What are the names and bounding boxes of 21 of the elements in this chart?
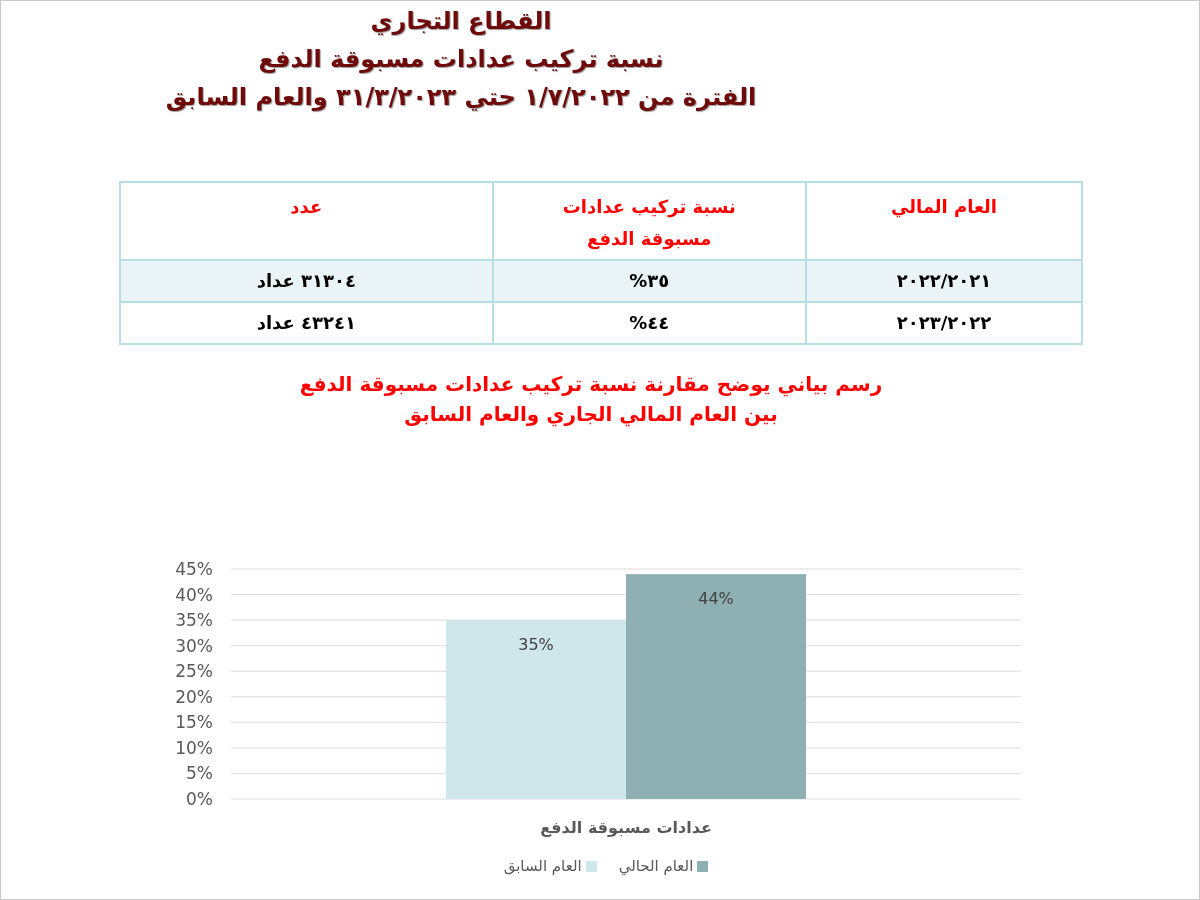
y-tick-label: 0% [186, 789, 213, 809]
y-tick-label: 40% [175, 584, 213, 605]
y-tick-label: 5% [186, 763, 213, 784]
legend-label: العام الحالي [618, 857, 694, 875]
y-tick-label: 35% [175, 610, 213, 631]
text: نسبة تركيب عدادات مسبوقة الدفع [257, 45, 665, 73]
x-tick-label: عدادات مسبوقة الدفع [540, 818, 712, 837]
data-label: 35% [518, 635, 554, 655]
y-tick-label: 10% [175, 737, 213, 758]
table: العام المالي نسبة تركيب عدادات مسبوقة الدفع عدد ٢٠٢٢/٢٠٢١ ٣٥% ٣١٣٠٤ عداد ٢٠٢٣/٢٠٢٢ ٤٤% ٤٣٢٤١ عداد [119, 181, 1083, 345]
text: الفترة من ١/٧/٢٠٢٢ حتي ٣١/٣/٢٠٢٣ والعام السابق [164, 83, 758, 111]
chart-title: رسم بياني يوضح مقارنة نسبة تركيب عدادات مسبوقة الدفع بين العام المالي الجاري والعام السابق [298, 371, 884, 429]
legend: العام السابق العام الحالي [1, 857, 1199, 875]
y-tick-label: 30% [175, 635, 213, 656]
text: القطاع التجاري [369, 7, 553, 35]
legend-label: العام السابق [503, 857, 582, 875]
data-label: 44% [698, 589, 734, 609]
y-tick-label: 45% [175, 559, 213, 579]
y-tick-label: 25% [175, 661, 213, 682]
y-tick-label: 15% [175, 712, 213, 733]
y-tick-label: 20% [175, 686, 213, 707]
